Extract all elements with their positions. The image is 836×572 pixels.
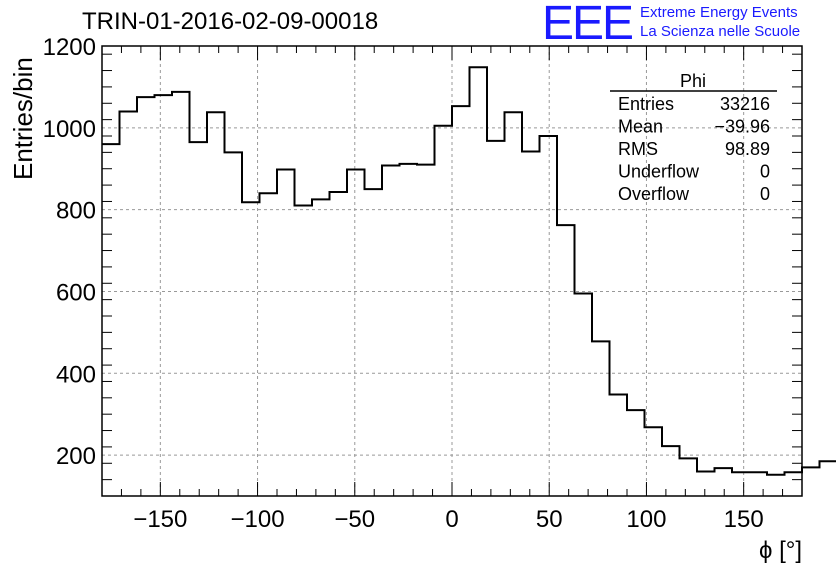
x-tick-label: −150 [133, 506, 187, 533]
y-tick-label: 1200 [43, 34, 96, 61]
y-tick-label: 200 [56, 443, 96, 470]
y-axis-label: Entries/bin [8, 57, 38, 180]
stats-row-label: Entries [618, 94, 674, 114]
x-tick-labels: −150 −100 −50 0 50 100 150 [133, 506, 763, 533]
stats-row-label: RMS [618, 139, 658, 159]
stats-row-value: 0 [760, 184, 770, 204]
eee-logo: EEE Extreme Energy Events La Scienza nel… [542, 0, 800, 50]
x-tick-label: −100 [231, 506, 285, 533]
axis-ticks [101, 46, 803, 497]
x-tick-label: 50 [536, 506, 563, 533]
grid-lines [102, 46, 802, 496]
y-tick-labels: 200 400 600 800 1000 1200 [43, 34, 96, 470]
y-tick-label: 1000 [43, 116, 96, 143]
stats-row-value: 98.89 [725, 139, 770, 159]
x-tick-label: −50 [334, 506, 375, 533]
x-axis-label: ϕ [°] [759, 537, 802, 564]
stats-row-value: 33216 [720, 94, 770, 114]
stats-row-value: 0 [760, 162, 770, 182]
x-tick-label: 150 [724, 506, 764, 533]
stats-box: Phi Entries 33216 Mean −39.96 RMS 98.89 Underf… [610, 71, 777, 204]
stats-row-label: Underflow [618, 162, 700, 182]
logo-line-1: Extreme Energy Events [640, 4, 798, 21]
logo-caption: Extreme Energy Events La Scienza nelle S… [640, 3, 800, 41]
y-tick-label: 800 [56, 198, 96, 225]
logo-line-2: La Scienza nelle Scuole [640, 23, 801, 40]
run-title: TRIN-01-2016-02-09-00018 [82, 8, 379, 35]
x-tick-label: 100 [626, 506, 666, 533]
y-tick-label: 600 [56, 279, 96, 306]
stats-row-label: Overflow [618, 184, 690, 204]
stats-row-label: Mean [618, 117, 663, 137]
y-tick-label: 400 [56, 361, 96, 388]
x-tick-label: 0 [445, 506, 458, 533]
logo-mark: EEE [542, 0, 634, 50]
histogram-line [102, 66, 836, 476]
stats-box-name: Phi [680, 71, 706, 91]
stats-row-value: −39.96 [714, 117, 770, 137]
